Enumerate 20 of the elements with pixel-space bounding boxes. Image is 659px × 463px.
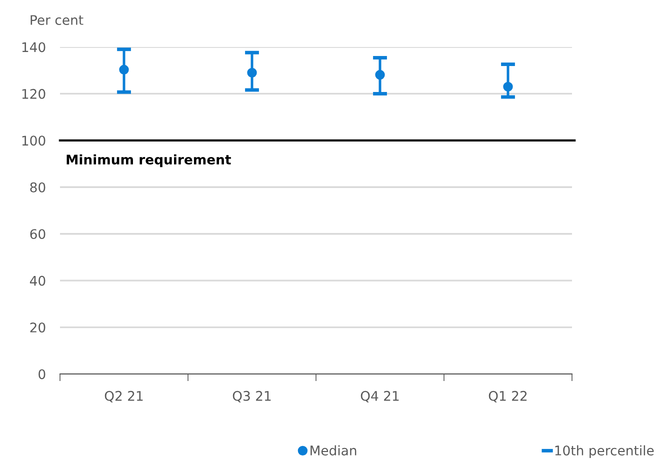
y-tick-label: 20 bbox=[30, 322, 46, 332]
point bbox=[375, 70, 385, 80]
ref-line-label: Minimum requirement bbox=[66, 154, 231, 168]
y-tick-label: 40 bbox=[30, 276, 46, 286]
y-axis-title: Per cent bbox=[30, 15, 84, 25]
point bbox=[503, 82, 513, 92]
y-tick-label: 0 bbox=[38, 369, 46, 380]
point bbox=[119, 64, 129, 75]
x-tick-label: Q1 22 bbox=[488, 390, 527, 402]
y-tick-label: 60 bbox=[30, 229, 46, 240]
x-tick-label: Q2 21 bbox=[104, 390, 143, 402]
y-tick-label: 140 bbox=[22, 42, 46, 52]
y-tick-label: 120 bbox=[22, 88, 46, 99]
x-tick-label: Q3 21 bbox=[232, 390, 271, 402]
y-tick-label: 100 bbox=[22, 136, 46, 146]
text: 10th percentile bbox=[555, 445, 654, 458]
legend-label: Median bbox=[310, 445, 356, 456]
y-tick-label: 80 bbox=[30, 182, 46, 192]
x-tick-label: Q4 21 bbox=[360, 390, 399, 402]
point bbox=[247, 68, 257, 78]
